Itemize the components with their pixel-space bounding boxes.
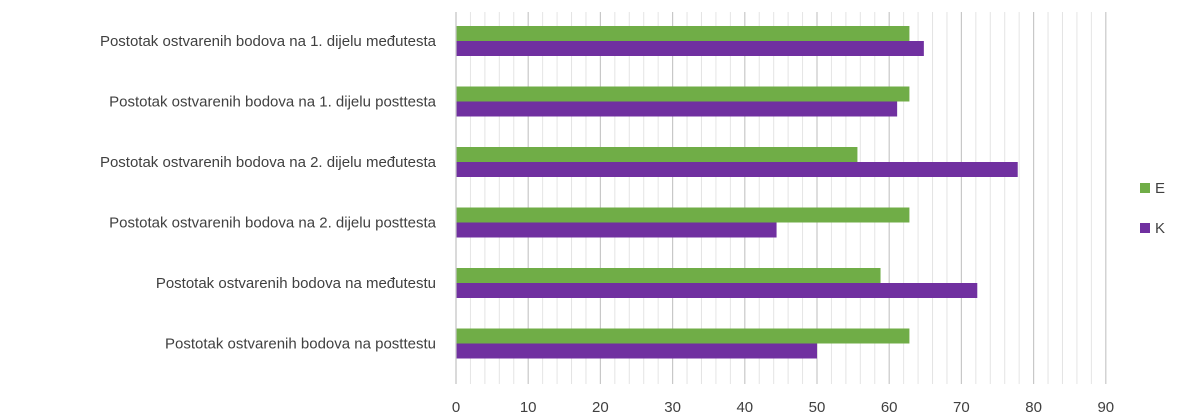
gridlines [455, 12, 1107, 384]
category-label: Postotak ostvarenih bodova na 1. dijelu … [109, 94, 437, 111]
x-tick-label: 30 [664, 399, 681, 414]
category-label: Postotak ostvarenih bodova na 2. dijelu … [100, 154, 437, 171]
bar-k-1 [456, 41, 924, 56]
category-labels: Postotak ostvarenih bodova na 1. dijelu … [100, 33, 437, 353]
x-tick-label: 80 [1025, 399, 1042, 414]
x-tick-label: 40 [736, 399, 753, 414]
category-label: Postotak ostvarenih bodova na međutestu [156, 275, 436, 292]
x-tick-label: 90 [1097, 399, 1114, 414]
x-tick-label: 70 [953, 399, 970, 414]
bar-k-6 [456, 343, 817, 359]
bar-e-1 [456, 26, 910, 41]
x-tick-label: 60 [881, 399, 898, 414]
axes: 0 10 20 30 40 50 60 70 80 90 [452, 12, 1114, 414]
legend-swatch-k [1140, 223, 1150, 233]
legend: EK [1140, 180, 1165, 237]
bar-e-4 [456, 207, 910, 223]
legend-label-e: E [1155, 180, 1165, 197]
x-tick-label: 10 [520, 399, 537, 414]
bar-e-5 [456, 268, 881, 283]
legend-swatch-e [1140, 183, 1150, 193]
bars [456, 26, 1018, 359]
x-tick-label: 20 [592, 399, 609, 414]
bar-k-2 [456, 101, 898, 117]
bar-e-3 [456, 147, 858, 162]
bar-e-6 [456, 328, 910, 344]
category-label: Postotak ostvarenih bodova na 1. dijelu … [100, 33, 437, 50]
x-tick-label: 50 [809, 399, 826, 414]
bar-e-2 [456, 86, 910, 102]
bar-k-4 [456, 222, 777, 238]
bar-k-3 [456, 162, 1018, 177]
x-tick-label: 0 [452, 399, 460, 414]
bar-k-5 [456, 283, 978, 298]
legend-label-k: K [1155, 220, 1165, 237]
category-label: Postotak ostvarenih bodova na posttestu [165, 336, 436, 353]
category-label: Postotak ostvarenih bodova na 2. dijelu … [109, 215, 437, 232]
